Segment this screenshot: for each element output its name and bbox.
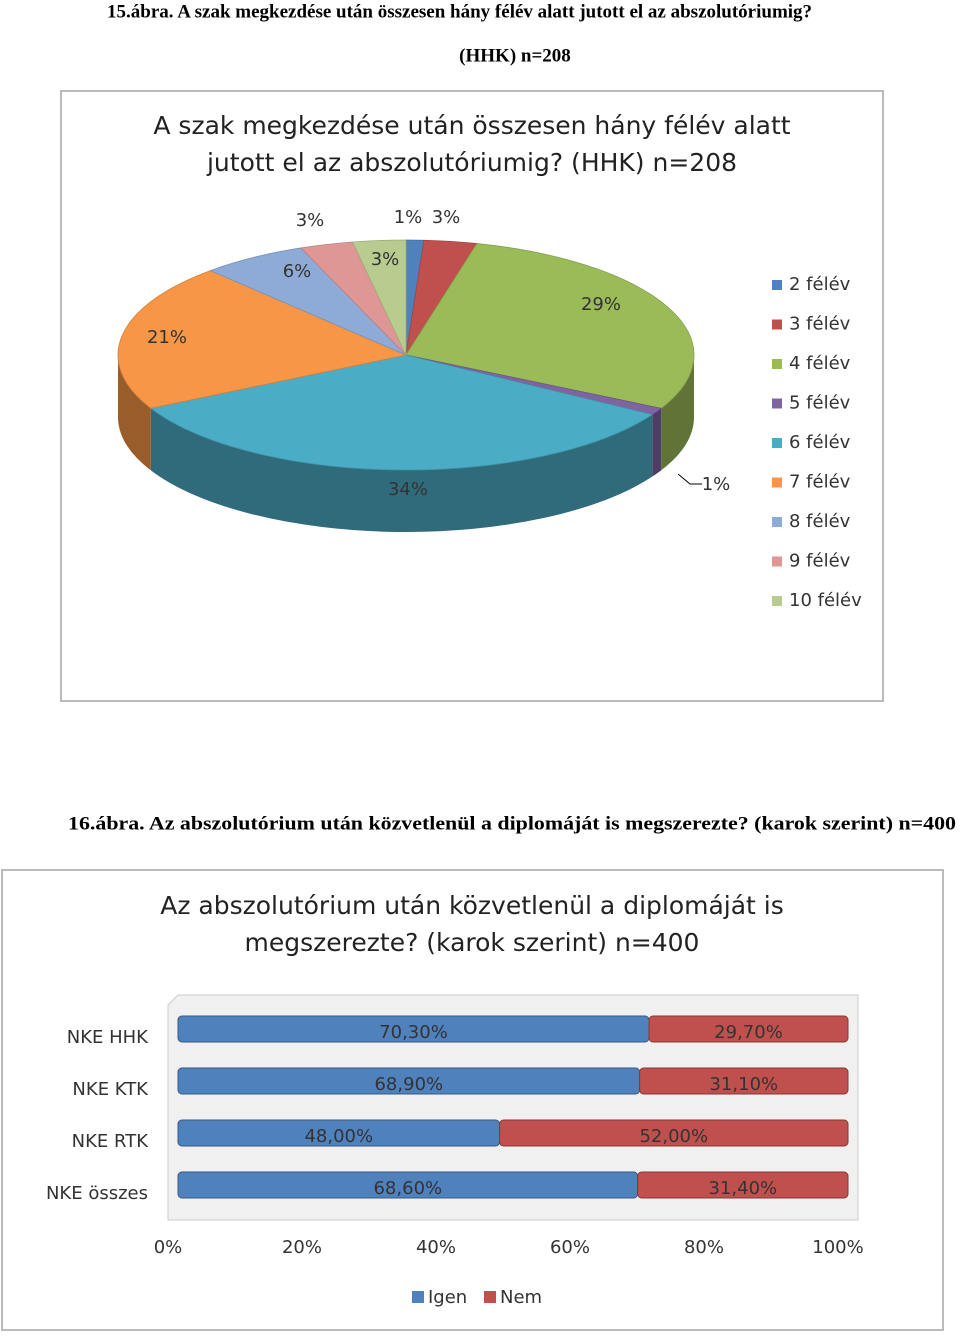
x-tick-label: 20%	[282, 1237, 322, 1258]
data-label: 1%	[394, 207, 423, 228]
legend-swatch	[772, 556, 782, 567]
chart-title: megszerezte? (karok szerint) n=400	[245, 928, 700, 957]
pie-slice	[405, 243, 695, 409]
data-label: 3%	[296, 210, 325, 231]
data-label: 34%	[388, 479, 428, 500]
legend-swatch	[412, 1291, 424, 1303]
pie-slice	[351, 239, 407, 356]
plot-wall	[167, 994, 859, 1221]
data-label: 6%	[283, 261, 312, 282]
caption: 16.ábra. Az abszolutórium után közvetlen…	[68, 813, 956, 834]
data-label: 3%	[432, 207, 461, 228]
slice-side	[118, 355, 151, 471]
chart-title: Az abszolutórium után közvetlenül a dipl…	[160, 891, 784, 920]
data-label: 68,90%	[374, 1074, 443, 1095]
data-label: 70,30%	[379, 1022, 448, 1043]
legend-label: 3 félév	[789, 314, 851, 335]
legend-swatch	[772, 517, 782, 527]
legend-swatch	[772, 359, 782, 369]
bar-segment	[499, 1119, 849, 1147]
data-label: 29%	[581, 294, 621, 315]
legend-label: Nem	[500, 1287, 542, 1308]
slice-side	[661, 355, 694, 471]
legend-label: 5 félév	[789, 393, 851, 414]
data-label: 68,60%	[373, 1178, 442, 1199]
x-tick-label: 0%	[154, 1237, 183, 1258]
legend-swatch	[772, 398, 782, 409]
data-label: 21%	[147, 327, 187, 348]
caption: 15.ábra. A szak megkezdése után összesen…	[107, 1, 812, 22]
legend-label: 7 félév	[789, 472, 851, 493]
data-label: 48,00%	[304, 1126, 373, 1147]
legend-label: 9 félév	[789, 551, 851, 572]
data-label: 52,00%	[639, 1126, 708, 1147]
y-tick-label: NKE HHK	[67, 1027, 149, 1048]
legend-swatch	[484, 1291, 496, 1303]
legend-label: 10 félév	[789, 590, 862, 611]
slice-side	[652, 408, 662, 477]
legend-swatch	[772, 477, 782, 488]
pie-slice	[117, 270, 408, 409]
legend-label: 8 félév	[789, 511, 851, 532]
x-tick-label: 40%	[416, 1237, 456, 1258]
legend-swatch	[772, 596, 782, 606]
y-tick-label: NKE összes	[46, 1183, 148, 1204]
x-tick-label: 80%	[684, 1237, 724, 1258]
legend-swatch	[772, 319, 782, 330]
legend-label: 4 félév	[789, 353, 851, 374]
data-label: 29,70%	[714, 1022, 783, 1043]
chart-title: jutott el az abszolutóriumig? (HHK) n=20…	[206, 148, 737, 177]
bar-segment	[639, 1067, 849, 1095]
legend-label: 2 félév	[789, 274, 851, 295]
caption: (HHK) n=208	[459, 45, 571, 66]
data-label: 3%	[371, 249, 400, 270]
y-tick-label: NKE RTK	[72, 1131, 150, 1152]
legend-swatch	[772, 438, 782, 448]
data-label: 1%	[702, 474, 731, 495]
pie-slice	[149, 354, 654, 471]
data-label: 31,40%	[708, 1178, 777, 1199]
leader-line	[677, 473, 702, 485]
data-label: 31,10%	[709, 1074, 778, 1095]
chart-title: A szak megkezdése után összesen hány fél…	[153, 111, 790, 140]
legend-label: 6 félév	[789, 432, 851, 453]
bar-segment	[648, 1015, 849, 1043]
bar-segment	[637, 1171, 849, 1199]
x-tick-label: 60%	[550, 1237, 590, 1258]
y-tick-label: NKE KTK	[72, 1079, 149, 1100]
legend-label: Igen	[428, 1287, 467, 1308]
x-tick-label: 100%	[812, 1237, 863, 1258]
legend-swatch	[772, 280, 782, 290]
